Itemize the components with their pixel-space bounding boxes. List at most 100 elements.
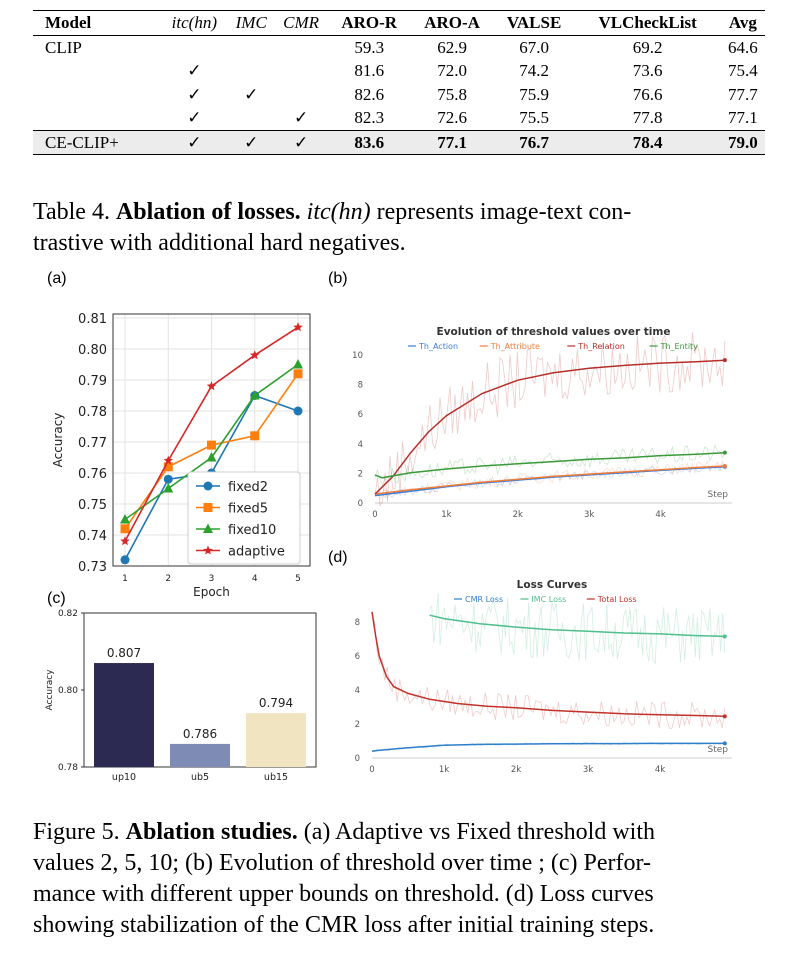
panel-label-c: (c) [47,590,66,607]
data-point-fixed10 [163,483,174,493]
table-cell: 75.9 [519,84,549,104]
table-cell [33,59,161,83]
table-cell: ✓ [293,108,309,128]
figure-caption-text-2: values 2, 5, 10; (b) Evolution of thresh… [33,850,652,876]
table-caption-label: Table 4. [33,199,110,225]
column-header: IMC [235,13,267,33]
legend-label: fixed5 [228,502,268,517]
bar-up10 [94,663,154,767]
x-tick-label: ub5 [191,772,209,783]
table-caption-title: Ablation of losses. [115,199,301,225]
data-point-fixed5 [163,462,173,472]
y-tick-label: 0.79 [78,374,107,389]
y-axis-label: Accuracy [45,669,55,711]
figure-caption: Figure 5. Ablation studies. (a) Adaptive… [33,817,655,941]
x-tick-label: 4k [655,765,665,775]
table-cell: 83.6 [354,132,385,152]
data-point-fixed10 [206,452,217,462]
table-cell: 67.0 [519,37,549,57]
series-end-point [722,714,727,719]
legend-label: adaptive [228,545,285,560]
table-cell [161,35,228,59]
bar-ub5 [170,743,230,767]
y-tick-label: 0.74 [78,529,107,544]
bar-value-label: 0.807 [107,646,141,660]
figure-caption-text-3: mance with different upper bounds on thr… [33,881,654,907]
column-header: ARO-R [341,13,398,33]
legend-label: Th_Relation [577,342,625,351]
table-header-row: Model itc(hn) IMC CMR ARO-R ARO-A VALSE VLCheck… [33,10,765,35]
legend-label: IMC Loss [531,595,566,604]
table-cell: 73.6 [632,61,663,81]
x-tick-label: 0 [372,510,377,520]
x-tick-label: 5 [295,574,301,584]
legend-marker [203,481,213,491]
table-cell: ✓ [293,132,309,152]
table-cell: ✓ [244,132,259,152]
column-header: Model [45,13,92,33]
x-tick-label: up10 [112,772,136,783]
x-tick-label: 3k [584,510,594,520]
series-noise-Th_Attribute [374,460,726,500]
column-header: VLCheckList [598,13,697,33]
legend-label: Th_Attribute [490,342,540,351]
table-cell [228,35,274,59]
y-tick-label: 6 [358,410,363,420]
legend-marker [203,545,213,555]
series-end-point [722,450,727,455]
table-cell: 78.4 [632,132,663,152]
table-cell: 77.8 [632,108,663,128]
table-cell: CE-CLIP+ [45,132,119,152]
table-caption-text-1: represents image-text con- [376,199,632,225]
y-tick-label: 0.76 [78,467,107,482]
x-tick-label: 1k [441,510,451,520]
data-point-fixed10 [293,359,303,369]
table-row: CE-CLIP+ ✓ ✓ ✓ 83.6 77.1 76.7 78.4 79.0 [33,130,765,155]
x-tick-label: 0 [369,765,374,775]
chart-title: Loss Curves [517,579,588,591]
x-tick-label: ub15 [264,772,288,783]
table-caption-text-2: trastive with additional hard negatives. [33,230,406,256]
table-cell: 75.8 [437,84,467,104]
table-cell: 75.5 [519,108,549,128]
y-axis-label: Accuracy [51,413,65,468]
y-tick-label: 8 [358,381,363,391]
ablation-losses-table: Model itc(hn) IMC CMR ARO-R ARO-A VALSE VLCheck… [33,10,765,155]
table-cell: 82.6 [354,84,385,104]
column-header: VALSE [506,13,562,33]
table-cell: 69.2 [632,37,663,57]
y-tick-label: 0.73 [78,560,107,575]
y-tick-label: 0.77 [78,436,107,451]
y-tick-label: 0.82 [58,609,78,619]
series-end-point [722,358,727,363]
series-end-point [722,634,727,639]
x-tick-label: 1k [439,765,449,775]
y-tick-label: 0.78 [78,405,107,420]
series-noise-Total Loss [371,612,726,729]
column-header: CMR [283,13,320,33]
series-line-CMR Loss [371,742,725,752]
series-noise-IMC Loss [429,592,726,665]
y-tick-label: 0 [355,754,360,764]
series-noise-Th_Entity [374,444,726,486]
figure-caption-label: Figure 5. [33,819,120,845]
legend-marker [203,523,213,533]
table-cell: 72.0 [437,61,467,81]
table-header: Model itc(hn) IMC CMR ARO-R ARO-A VALSE VLCheck… [33,10,765,35]
legend-box [187,471,301,565]
table-cell: 62.9 [437,37,467,57]
data-point-adaptive [250,350,260,360]
table-cell [228,106,274,130]
legend-label: CMR Loss [465,595,503,604]
data-point-fixed5 [293,369,303,379]
table-cell: 64.6 [727,37,758,57]
table-cell: 81.6 [354,61,385,81]
plot-frame [112,313,311,567]
x-axis-label: Epoch [193,585,230,599]
series-line-Th_Entity [374,451,725,479]
chart-d-loss-curves: Loss Curves CMR Loss IMC Loss Total Loss 0 2 4… [355,579,732,775]
data-point-adaptive [163,455,173,465]
x-tick-label: 1 [122,574,128,584]
panel-label-b: (b) [328,270,348,287]
data-point-fixed10 [120,514,130,524]
